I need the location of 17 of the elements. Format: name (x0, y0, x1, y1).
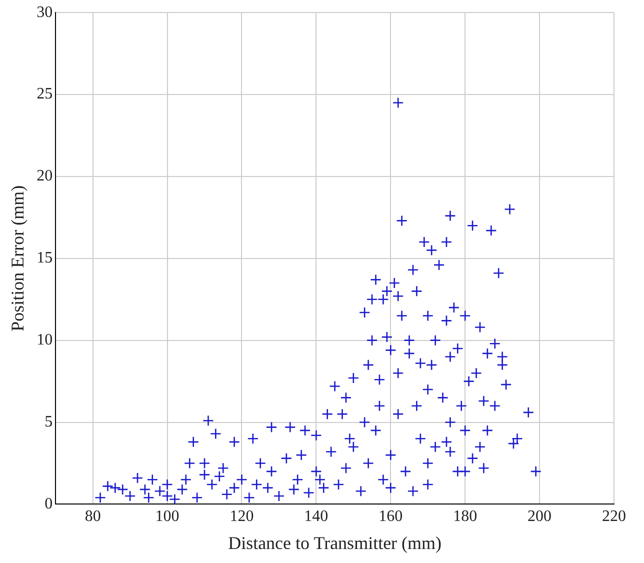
y-tick-label: 10 (36, 332, 53, 349)
x-tick-label: 120 (230, 508, 254, 526)
y-tick-label: 0 (44, 495, 53, 512)
x-tick-label: 220 (602, 508, 626, 526)
y-tick-label: 20 (36, 168, 53, 185)
y-tick-label: 5 (44, 413, 53, 430)
x-tick-label: 160 (378, 508, 403, 526)
y-axis-title: Position Error (mm) (8, 185, 28, 332)
y-tick-label: 15 (36, 250, 53, 267)
y-tick-label: 30 (36, 4, 53, 21)
y-tick-label: 25 (36, 86, 53, 103)
x-tick-label: 100 (155, 508, 180, 526)
x-tick-label: 180 (453, 508, 478, 526)
x-tick-label: 200 (528, 508, 552, 526)
x-axis-title: Distance to Transmitter (mm) (228, 532, 442, 553)
x-tick-label: 140 (304, 508, 328, 526)
x-tick-label: 80 (84, 508, 101, 526)
